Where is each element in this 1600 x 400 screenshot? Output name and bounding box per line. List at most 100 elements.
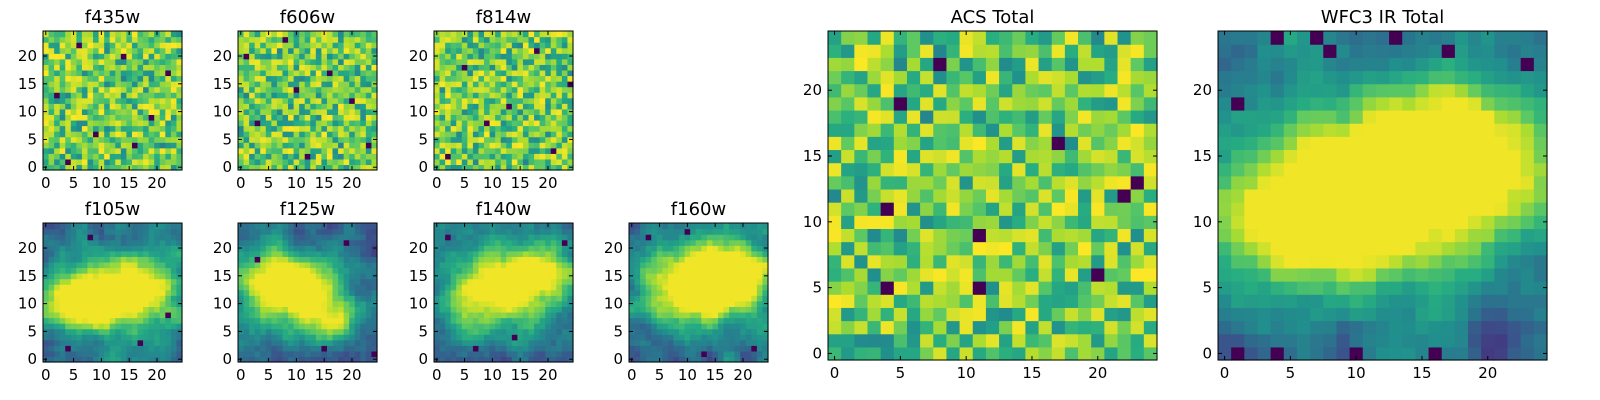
heatmap-cell [729,284,736,291]
heatmap-cell [148,261,155,269]
heatmap-cell [338,339,345,346]
heatmap-cell [445,108,452,115]
heatmap-cell [87,147,94,154]
heatmap-cell [360,234,367,241]
heatmap-cell [299,267,306,274]
heatmap-cell [1117,162,1132,177]
heatmap-cells [238,223,378,363]
heatmap-cell [276,256,284,263]
heatmap-cell [484,64,491,71]
heatmap-cell [131,164,139,171]
heatmap-cell [299,234,306,241]
heatmap-cell [154,81,161,88]
heatmap-cell [467,345,474,352]
heatmap-cell [310,345,317,352]
heatmap-cell [299,323,306,330]
heatmap-cell [550,323,557,330]
heatmap-cell [148,339,155,346]
heatmap-cell [126,228,133,235]
heatmap-cell [115,42,122,49]
heatmap-cell [1117,320,1132,335]
heatmap-cell [972,254,987,269]
heatmap-cell [249,58,256,65]
heatmap-cell [137,36,144,43]
heatmap-cell [131,334,139,341]
heatmap-cell [165,278,172,285]
heatmap-cell [93,47,100,54]
heatmap-cell [310,284,317,291]
heatmap-cell [48,92,55,99]
heatmap-cell [70,267,77,274]
heatmap-cell [667,250,675,257]
heatmap-cell [1130,281,1145,295]
heatmap-cell [511,289,518,296]
heatmap-cell [567,158,574,166]
heatmap-cell [59,339,66,346]
heatmap-cell [349,103,356,110]
heatmap-cell [556,36,563,43]
heatmap-cell [445,125,452,132]
heatmap-cell [534,97,541,104]
heatmap-cell [522,58,530,65]
heatmap-cell [70,119,77,127]
heatmap-cell [662,228,669,235]
heatmap-cell [528,295,535,302]
heatmap-cell [349,295,356,302]
heatmap-cell [332,42,339,49]
heatmap-cell [76,69,83,77]
heatmap-cell [439,42,446,49]
heatmap-cell [762,223,769,230]
heatmap-cell [176,323,183,330]
heatmap-cell [288,131,295,138]
heatmap-cell [254,92,261,99]
heatmap-cell [478,114,485,121]
heatmap-cell [76,350,83,358]
heatmap-cell [326,42,334,49]
heatmap-cell [120,267,127,274]
heatmap-cell [354,300,361,307]
heatmap-cell [243,64,250,71]
heatmap-cell [467,142,474,149]
heatmap-cell [534,289,541,296]
heatmap-cell [137,223,144,230]
heatmap-cell [126,334,133,341]
heatmap-cell [1117,267,1132,282]
heatmap-cell [701,306,708,313]
heatmap-cell [143,58,150,65]
heatmap-cell [561,306,569,313]
heatmap-cell [343,92,350,99]
heatmap-cell [304,339,311,346]
heatmap-cell [271,142,278,149]
heatmap-cell [310,125,317,132]
heatmap-cell [472,350,480,358]
heatmap-cell [343,103,350,110]
heatmap-cell [54,339,61,346]
heatmap-cell [87,345,94,352]
heatmap-cell [695,289,702,296]
heatmap-cell [854,175,869,190]
heatmap-cell [87,311,94,319]
heatmap-cell [131,136,139,143]
heatmap-cell [729,261,736,269]
heatmap-cell [472,261,480,269]
heatmap-cell [371,239,378,246]
heatmap-cell [343,306,350,313]
heatmap-cell [59,267,66,274]
heatmap-cell [745,289,752,296]
heatmap-cell [98,350,105,358]
heatmap-cell [310,311,317,319]
heatmap-cell [165,158,172,166]
heatmap-cell [326,284,334,291]
heatmap-cell [338,295,345,302]
heatmap-cell [238,36,245,43]
heatmap-cell [159,356,166,363]
heatmap-cell [354,47,361,54]
heatmap-cell [456,273,463,280]
heatmap-cell [365,147,373,154]
heatmap-cell [260,234,267,241]
heatmap-cell [43,317,50,324]
heatmap-cell [371,58,378,65]
heatmap-cell [104,284,111,291]
heatmap-cell [43,58,50,65]
heatmap-cell [282,256,289,263]
